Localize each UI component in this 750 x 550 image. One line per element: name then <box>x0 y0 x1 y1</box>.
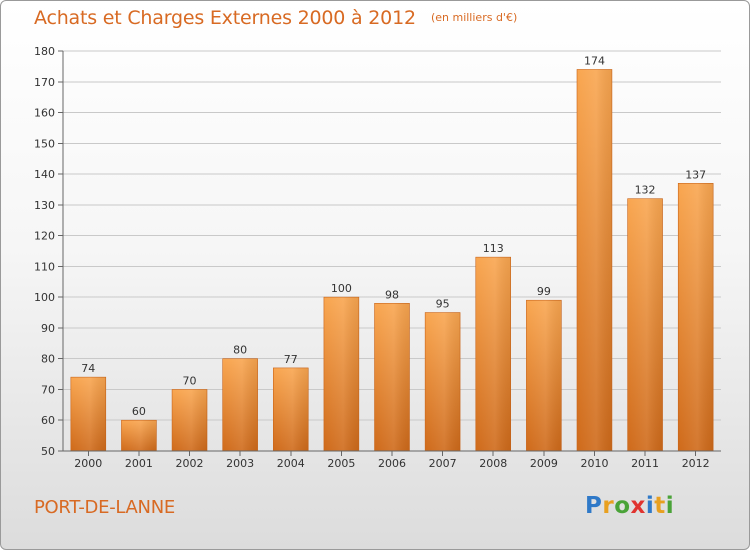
bar-2000[interactable] <box>70 376 107 452</box>
logo-letter: o <box>614 493 631 519</box>
data-label: 80 <box>233 344 247 357</box>
y-tick-label: 140 <box>34 168 55 181</box>
x-axis: 2000 2001 2002 2003 2004 2005 2006 2007 2008 2009… <box>63 450 721 470</box>
chart-subtitle: (en milliers d'€) <box>430 11 518 24</box>
bar-2005[interactable] <box>323 296 360 452</box>
logo-letter: P <box>585 493 603 519</box>
y-tick-label: 180 <box>34 45 55 58</box>
x-tick-label: 2009 <box>530 457 558 470</box>
logo-letter: r <box>602 493 615 519</box>
logo-letter: t <box>654 493 666 519</box>
bar-2001[interactable] <box>121 419 157 452</box>
data-label: 99 <box>537 285 551 298</box>
bar-2012[interactable] <box>677 183 714 452</box>
data-label: 70 <box>183 374 197 387</box>
data-label: 77 <box>284 353 298 366</box>
y-tick-label: 110 <box>34 260 55 273</box>
y-tick-label: 70 <box>41 383 55 396</box>
y-tick-label: 100 <box>34 291 55 304</box>
y-tick-label: 160 <box>34 107 55 120</box>
y-tick-label: 90 <box>41 322 55 335</box>
x-tick-label: 2012 <box>682 457 710 470</box>
data-label: 60 <box>132 405 146 418</box>
y-tick-label: 50 <box>41 445 55 458</box>
bar-2006[interactable] <box>374 303 410 452</box>
x-tick-label: 2005 <box>327 457 355 470</box>
y-axis: 50 60 70 80 90 100 110 120 130 140 150 160 170 180 <box>34 45 64 458</box>
bar-2004[interactable] <box>273 367 309 452</box>
data-labels: 74 60 70 80 77 100 98 95 113 99 174 132 137 <box>81 54 706 418</box>
y-tick-label: 60 <box>41 414 55 427</box>
x-tick-label: 2002 <box>176 457 204 470</box>
chart-title: Achats et Charges Externes 2000 à 2012 <box>34 7 416 29</box>
data-label: 100 <box>331 282 352 295</box>
y-tick-label: 130 <box>34 199 55 212</box>
x-tick-label: 2000 <box>74 457 102 470</box>
x-tick-label: 2010 <box>580 457 608 470</box>
y-tick-label: 120 <box>34 230 55 243</box>
x-tick-label: 2004 <box>277 457 305 470</box>
logo-letter: x <box>630 493 646 519</box>
bar-2008[interactable] <box>475 256 511 452</box>
data-label: 132 <box>635 184 656 197</box>
logo-letter: i <box>645 493 655 519</box>
data-label: 113 <box>483 242 504 255</box>
x-tick-label: 2011 <box>631 457 659 470</box>
data-label: 74 <box>81 362 95 375</box>
bar-2010[interactable] <box>576 69 613 452</box>
data-label: 174 <box>584 54 605 67</box>
y-tick-label: 80 <box>41 353 55 366</box>
location-name: PORT-DE-LANNE <box>34 497 175 518</box>
y-tick-label: 170 <box>34 76 55 89</box>
x-tick-label: 2003 <box>226 457 254 470</box>
bar-2002[interactable] <box>171 389 208 452</box>
bar-2009[interactable] <box>526 299 562 452</box>
data-label: 98 <box>385 288 399 301</box>
bar-2003[interactable] <box>222 358 258 452</box>
logo-letter: i <box>665 493 675 519</box>
bars <box>70 69 714 452</box>
bar-2007[interactable] <box>424 312 461 452</box>
x-tick-label: 2007 <box>429 457 457 470</box>
data-label: 137 <box>685 168 706 181</box>
x-tick-label: 2006 <box>378 457 406 470</box>
data-label: 95 <box>436 298 450 311</box>
x-tick-label: 2008 <box>479 457 507 470</box>
title-row: Achats et Charges Externes 2000 à 2012 (… <box>34 7 517 29</box>
y-tick-label: 150 <box>34 137 55 150</box>
bar-2011[interactable] <box>627 198 663 452</box>
x-tick-label: 2001 <box>125 457 153 470</box>
proxiti-logo[interactable]: Proxiti <box>585 493 674 519</box>
